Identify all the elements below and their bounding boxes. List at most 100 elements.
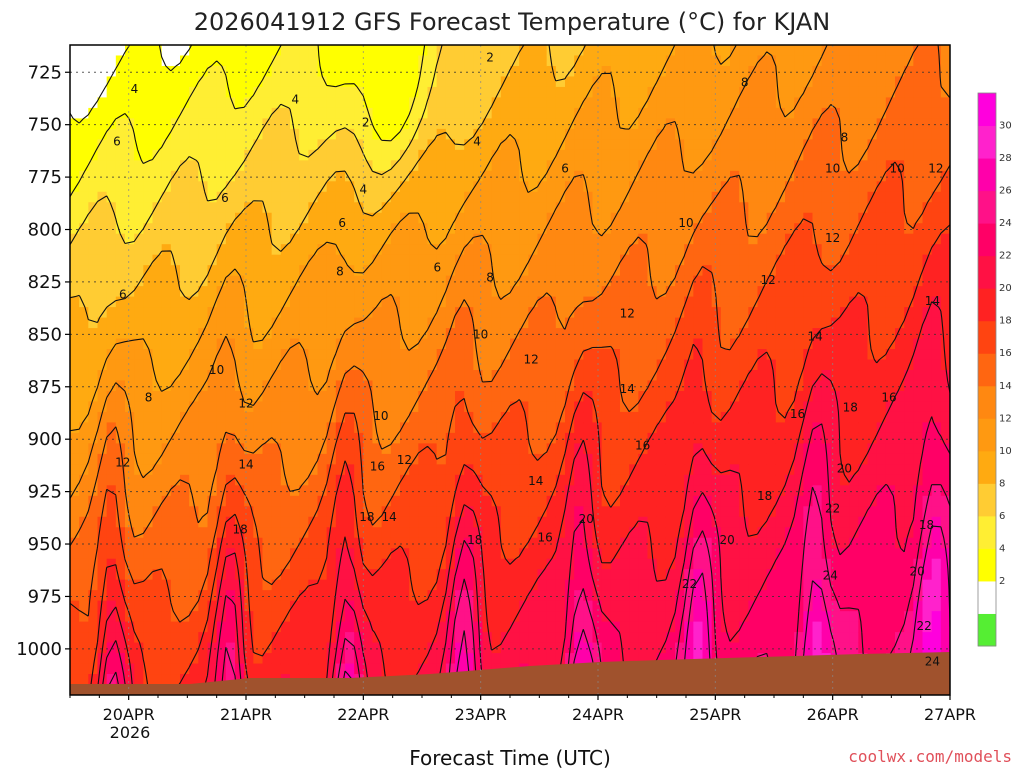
temperature-cell	[436, 558, 447, 570]
temperature-cell	[299, 558, 309, 570]
temperature-cell	[473, 254, 484, 266]
temperature-cell	[271, 65, 282, 78]
temperature-cell	[766, 128, 777, 140]
temperature-cell	[510, 611, 520, 623]
temperature-cell	[528, 286, 539, 298]
temperature-cell	[354, 370, 364, 382]
temperature-cell	[170, 160, 181, 172]
temperature-cell	[299, 537, 309, 549]
temperature-cell	[739, 170, 749, 182]
temperature-cell	[436, 86, 447, 99]
temperature-cell	[702, 65, 713, 78]
temperature-cell	[445, 548, 456, 560]
temperature-cell	[491, 590, 502, 602]
temperature-cell	[271, 55, 282, 67]
temperature-cell	[235, 443, 245, 455]
temperature-cell	[152, 170, 163, 182]
temperature-cell	[198, 307, 209, 319]
temperature-cell	[88, 45, 99, 57]
temperature-cell	[574, 275, 584, 287]
temperature-cell	[271, 202, 282, 214]
temperature-cell	[510, 244, 520, 256]
temperature-cell	[574, 233, 584, 245]
temperature-cell	[363, 181, 374, 193]
temperature-cell	[225, 254, 236, 266]
temperature-cell	[464, 474, 474, 486]
temperature-cell	[555, 527, 566, 539]
temperature-cell	[766, 411, 777, 424]
temperature-cell	[317, 380, 328, 392]
temperature-cell	[491, 97, 502, 109]
temperature-cell	[290, 139, 300, 151]
temperature-cell	[280, 317, 291, 329]
temperature-cell	[326, 55, 337, 67]
temperature-cell	[436, 506, 447, 518]
temperature-cell	[720, 474, 731, 486]
temperature-cell	[711, 349, 722, 361]
temperature-cell	[757, 464, 768, 476]
temperature-cell	[739, 642, 749, 654]
temperature-cell	[583, 432, 594, 444]
temperature-cell	[253, 569, 264, 581]
temperature-cell	[317, 663, 328, 675]
temperature-cell	[345, 548, 355, 560]
temperature-cell	[720, 349, 731, 361]
temperature-cell	[317, 317, 328, 329]
temperature-cell	[290, 107, 300, 119]
temperature-cell	[720, 160, 731, 172]
temperature-cell	[757, 401, 768, 413]
temperature-cell	[345, 422, 355, 434]
temperature-cell	[400, 191, 410, 203]
temperature-cell	[711, 97, 722, 109]
temperature-cell	[748, 76, 759, 88]
temperature-cell	[519, 370, 529, 382]
temperature-cell	[491, 254, 502, 266]
temperature-cell	[271, 244, 282, 256]
temperature-cell	[730, 202, 740, 214]
temperature-cell	[436, 170, 447, 182]
temperature-cell	[445, 411, 456, 424]
temperature-cell	[390, 579, 401, 591]
temperature-cell	[290, 265, 300, 277]
temperature-cell	[592, 265, 603, 277]
temperature-cell	[775, 380, 786, 392]
temperature-cell	[335, 202, 346, 214]
temperature-cell	[500, 390, 511, 403]
temperature-cell	[115, 390, 126, 403]
temperature-cell	[757, 621, 768, 633]
temperature-cell	[335, 149, 346, 161]
temperature-cell	[400, 349, 410, 361]
temperature-cell	[620, 653, 630, 665]
temperature-cell	[390, 443, 401, 455]
temperature-cell	[70, 443, 80, 455]
temperature-cell	[335, 548, 346, 560]
temperature-cell	[601, 653, 612, 665]
temperature-cell	[491, 338, 502, 350]
temperature-cell	[455, 265, 465, 277]
temperature-cell	[748, 558, 759, 570]
temperature-cell	[748, 107, 759, 119]
temperature-cell	[207, 139, 218, 151]
temperature-cell	[656, 600, 667, 612]
temperature-cell	[766, 170, 777, 182]
temperature-cell	[455, 181, 465, 193]
temperature-cell	[555, 286, 566, 298]
temperature-cell	[436, 65, 447, 78]
temperature-cell	[363, 579, 374, 591]
temperature-cell	[125, 432, 135, 444]
temperature-cell	[345, 516, 355, 528]
temperature-cell	[620, 422, 630, 434]
temperature-cell	[702, 443, 713, 455]
temperature-cell	[235, 107, 245, 119]
temperature-cell	[702, 485, 713, 497]
temperature-cell	[106, 181, 117, 193]
temperature-cell	[345, 537, 355, 549]
temperature-cell	[326, 590, 337, 602]
temperature-cell	[390, 223, 401, 235]
temperature-cell	[528, 380, 539, 392]
temperature-cell	[445, 632, 456, 644]
temperature-cell	[766, 380, 777, 392]
temperature-cell	[216, 422, 227, 434]
temperature-cell	[354, 181, 364, 193]
temperature-cell	[280, 254, 291, 266]
